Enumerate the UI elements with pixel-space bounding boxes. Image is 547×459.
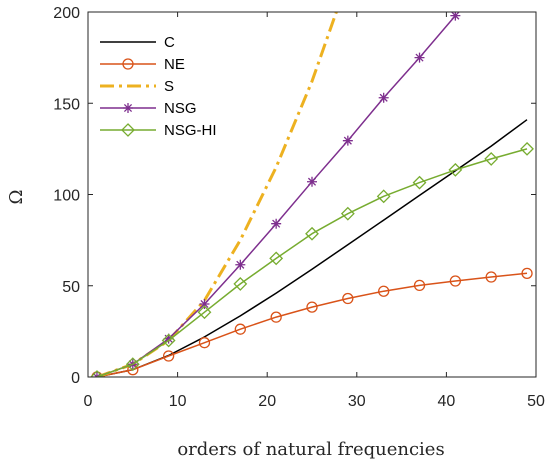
legend-label: NE — [164, 56, 185, 73]
legend-item-c: C — [100, 34, 175, 51]
series-nsg-hi — [90, 141, 534, 377]
series-nsg — [91, 12, 461, 377]
legend-marker — [123, 103, 133, 113]
data-point — [306, 301, 318, 313]
data-point — [270, 311, 282, 323]
legend-marker — [121, 123, 135, 137]
data-point — [378, 92, 389, 103]
data-point — [520, 141, 534, 156]
data-point — [340, 206, 355, 221]
axes-box — [87, 11, 537, 378]
data-point — [199, 299, 210, 309]
x-tick-label: 30 — [348, 393, 366, 410]
series-line-s — [96, 12, 338, 377]
y-axis-title: Ω — [6, 190, 27, 205]
y-tick-label: 200 — [53, 5, 80, 22]
data-point — [485, 271, 497, 283]
legend-item-s: S — [100, 78, 174, 95]
data-point — [269, 251, 284, 266]
x-tick-label: 20 — [258, 393, 276, 410]
legend-item-ne: NE — [100, 56, 185, 73]
x-tick-label: 0 — [84, 393, 93, 410]
legend: C NE S NSG NSG-HI — [100, 34, 217, 139]
data-point — [198, 337, 211, 349]
y-tick-label: 150 — [53, 96, 80, 113]
series-line-c — [96, 119, 528, 377]
data-point — [378, 285, 390, 297]
x-tick-label: 40 — [438, 393, 456, 410]
data-point — [412, 175, 427, 190]
x-tick-label: 50 — [527, 393, 545, 410]
legend-item-nsg-hi: NSG-HI — [100, 122, 217, 139]
data-point — [235, 259, 246, 270]
data-point — [90, 370, 104, 377]
data-point — [162, 350, 175, 362]
data-point — [305, 226, 319, 241]
data-point — [450, 12, 461, 21]
data-point — [307, 176, 317, 187]
data-point — [376, 189, 391, 204]
data-point — [161, 333, 176, 348]
legend-label: C — [164, 34, 175, 51]
legend-label: NSG — [164, 100, 197, 117]
legend-item-nsg: NSG — [100, 100, 197, 117]
data-point — [413, 279, 426, 292]
legend-label: S — [164, 78, 174, 95]
x-tick-label: 10 — [169, 393, 187, 410]
data-point — [163, 333, 174, 344]
x-axis-title: orders of natural frequencies — [177, 439, 444, 459]
data-point — [342, 292, 354, 305]
legend-label: NSG-HI — [164, 122, 217, 139]
series-s — [96, 12, 338, 377]
y-tick-label: 100 — [53, 188, 80, 205]
plot-area — [90, 12, 534, 377]
series-line-nsg — [96, 15, 456, 377]
y-tick-label: 0 — [71, 370, 80, 387]
data-point — [484, 151, 499, 166]
axes: 0 10 20 30 40 50 0 50 100 150 200 — [53, 5, 545, 410]
data-point — [342, 135, 353, 146]
data-point — [271, 218, 282, 229]
data-point — [448, 162, 463, 177]
y-tick-label: 50 — [62, 279, 80, 296]
data-point — [234, 323, 246, 335]
data-point — [449, 275, 462, 287]
data-point — [197, 305, 212, 320]
data-point — [233, 277, 248, 291]
data-point — [125, 357, 140, 372]
series-ne — [91, 267, 533, 377]
series-c — [96, 119, 528, 377]
series-line-nsg-hi — [96, 148, 528, 377]
data-point — [521, 267, 533, 279]
legend-marker — [122, 58, 134, 70]
series-line-ne — [96, 272, 528, 377]
data-point — [414, 52, 425, 63]
